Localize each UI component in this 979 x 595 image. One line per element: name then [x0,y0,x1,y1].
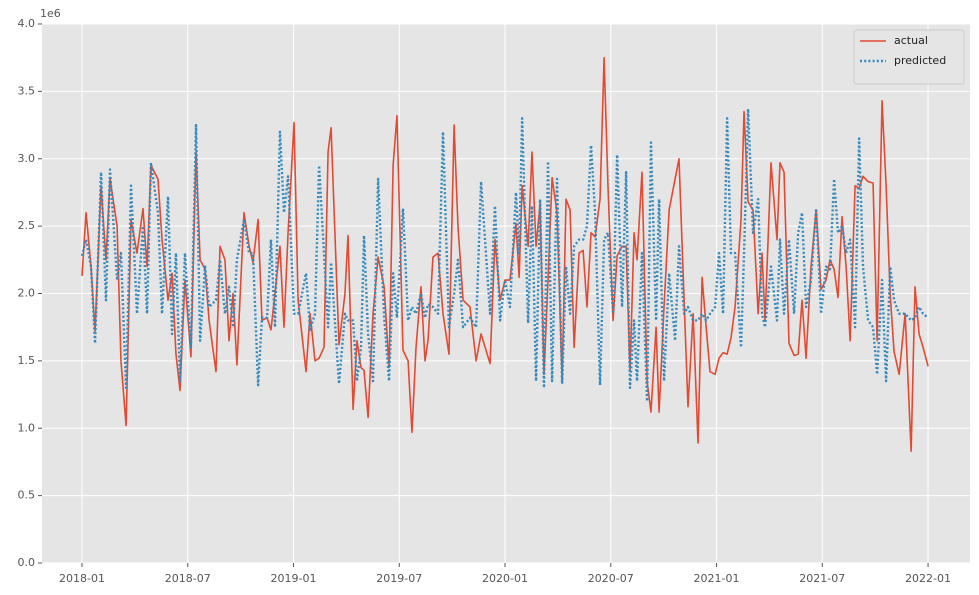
y-tick-label: 2.5 [18,219,36,232]
y-tick-label: 4.0 [18,17,36,30]
legend-label: actual [894,34,928,47]
x-tick-label: 2020-01 [482,572,528,585]
y-tick-label: 1.5 [18,354,36,367]
legend-box [853,29,965,85]
y-tick-label: 1.0 [18,421,36,434]
x-tick-label: 2021-01 [694,572,740,585]
y-tick-label: 3.0 [18,152,36,165]
y-tick-label: 0.0 [18,556,36,569]
x-tick-label: 2018-07 [165,572,211,585]
y-tick-label: 2.0 [18,287,36,300]
x-tick-label: 2018-01 [59,572,105,585]
y-tick-label: 3.5 [18,84,36,97]
x-tick-label: 2019-01 [271,572,317,585]
y-tick-label: 0.5 [18,489,36,502]
x-tick-label: 2020-07 [588,572,634,585]
x-tick-label: 2022-01 [905,572,951,585]
y-offset-label: 1e6 [40,7,61,20]
x-tick-label: 2021-07 [799,572,845,585]
x-tick-label: 2019-07 [376,572,422,585]
legend-label: predicted [894,54,946,67]
